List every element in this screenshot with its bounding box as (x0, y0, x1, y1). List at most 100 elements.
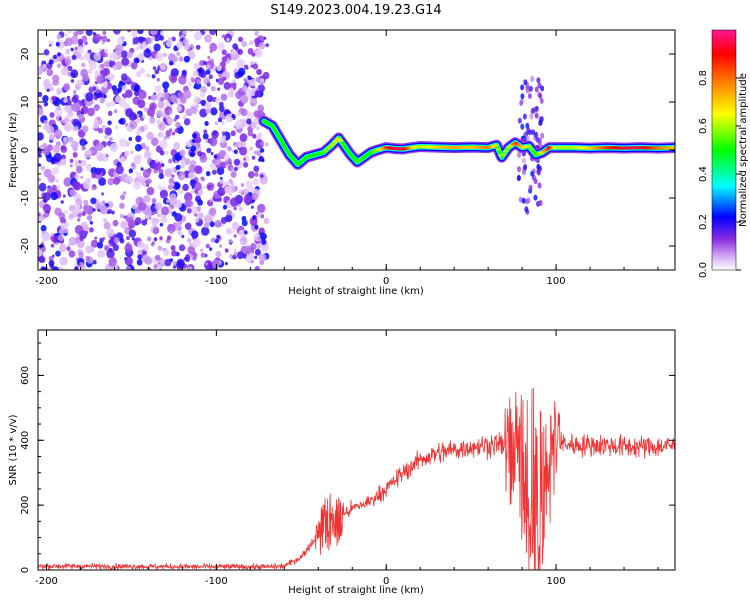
spectrogram-noise-blob (70, 35, 79, 45)
snr-y-tick-label: 0 (20, 567, 31, 573)
spectrogram-noise-blob (108, 257, 118, 267)
spectrogram-noise-blob (245, 180, 253, 189)
spectrogram-noise-blob (230, 51, 239, 61)
spectrogram-noise-blob (79, 261, 84, 268)
spectrogram-noise-blob (171, 250, 178, 257)
spectrogram-noise-blob (163, 88, 168, 93)
spectrogram-noise-blob (38, 91, 43, 97)
spectrogram-noise-blob (261, 158, 265, 163)
spectrogram-noise-blob (84, 41, 88, 46)
spectrogram-noise-blob (257, 203, 266, 213)
spectrogram-spread-blob (517, 166, 521, 173)
spectrogram-noise-blob (111, 210, 115, 215)
spectrogram-noise-blob (192, 133, 198, 139)
spectrogram-noise-blob (149, 116, 156, 124)
spectrogram-noise-blob (217, 117, 223, 123)
spectrogram-noise-blob (210, 152, 214, 156)
spectrogram-noise-blob (127, 212, 132, 218)
spectrogram-noise-blob (73, 31, 79, 37)
spectrogram-noise-blob (156, 119, 162, 125)
spectrogram-noise-blob (243, 161, 249, 168)
spectrogram-noise-blob (94, 106, 99, 112)
spectrogram-noise-blob (249, 97, 258, 107)
spectrogram-noise-blob (153, 264, 158, 270)
spectrogram-noise-blob (66, 95, 71, 100)
spectrogram-noise-blob (75, 233, 80, 238)
spectrogram-noise-blob (85, 255, 91, 262)
spectrogram-noise-blob (183, 89, 192, 99)
spectrogram-noise-blob (103, 61, 110, 68)
spectrogram-noise-blob (58, 117, 62, 121)
spectrogram-noise-blob (178, 56, 184, 62)
spectrogram-noise-blob (50, 87, 54, 92)
spectrogram-noise-blob (70, 79, 75, 83)
spectrogram-noise-blob (57, 52, 61, 57)
spectrogram-x-tick-label: 0 (383, 276, 389, 287)
spectrogram-noise-blob (259, 148, 265, 153)
spectrogram-noise-blob (178, 75, 187, 85)
spectrogram-noise-blob (239, 189, 243, 193)
spectrogram-noise-blob (64, 210, 68, 215)
spectrogram-noise-blob (121, 73, 128, 81)
spectrogram-noise-blob (205, 171, 211, 177)
spectrogram-noise-blob (207, 55, 211, 60)
spectrogram-noise-blob (112, 219, 119, 227)
spectrogram-spread-blob (522, 113, 527, 120)
spectrogram-noise-blob (194, 217, 200, 223)
spectrogram-noise-blob (176, 258, 185, 269)
spectrogram-noise-blob (204, 34, 212, 43)
spectrogram-noise-blob (122, 93, 126, 98)
spectrogram-noise-blob (140, 167, 144, 171)
spectrogram-noise-blob (95, 142, 104, 152)
spectrogram-spread-blob (540, 85, 545, 92)
spectrogram-noise-blob (120, 156, 126, 163)
spectrogram-noise-blob (80, 159, 87, 167)
spectrogram-noise-blob (161, 206, 169, 216)
spectrogram-x-tick-label: 100 (547, 276, 566, 287)
spectrogram-noise-blob (151, 36, 156, 41)
spectrogram-noise-blob (250, 121, 257, 129)
spectrogram-noise-blob (256, 150, 262, 157)
spectrogram-noise-blob (168, 177, 175, 184)
spectrogram-noise-blob (85, 230, 89, 235)
colorbar-tick-label: 0.0 (698, 262, 709, 278)
spectrogram-noise-blob (101, 35, 108, 43)
spectrogram-noise-blob (90, 197, 97, 205)
spectrogram-noise-blob (265, 43, 270, 47)
spectrogram-noise-blob (184, 199, 192, 207)
spectrogram-noise-blob (190, 206, 198, 215)
spectrogram-noise-blob (188, 81, 193, 87)
spectrogram-noise-blob (95, 89, 100, 94)
spectrogram-ridge-peak (493, 143, 499, 147)
spectrogram-noise-blob (245, 245, 251, 252)
spectrogram-noise-blob (206, 147, 212, 154)
spectrogram-noise-blob (196, 79, 201, 85)
spectrogram-noise-blob (53, 54, 57, 60)
spectrogram-noise-blob (189, 151, 195, 157)
spectrogram-noise-blob (198, 189, 202, 194)
spectrogram-noise-blob (71, 96, 78, 103)
spectrogram-noise-blob (230, 171, 237, 178)
spectrogram-noise-blob (72, 118, 80, 127)
spectrogram-noise-blob (64, 58, 72, 66)
spectrogram-noise-blob (131, 237, 135, 241)
spectrogram-noise-blob (151, 211, 155, 215)
spectrogram-y-tick-label: -10 (20, 190, 31, 206)
spectrogram-noise-blob (168, 158, 173, 164)
spectrogram-noise-blob (230, 197, 239, 207)
spectrogram-spread-blob (529, 113, 534, 120)
spectrogram-noise-blob (207, 184, 212, 190)
spectrogram-noise-blob (97, 249, 105, 258)
colorbar-tick-label: 0.8 (698, 70, 709, 86)
spectrogram-noise-blob (97, 241, 103, 249)
spectrogram-noise-blob (170, 245, 176, 251)
spectrogram-noise-blob (238, 36, 243, 42)
spectrogram-noise-blob (56, 185, 61, 189)
spectrogram-noise-blob (211, 259, 220, 269)
spectrogram-noise-blob (104, 48, 109, 54)
spectrogram-noise-blob (72, 152, 78, 158)
spectrogram-noise-blob (203, 222, 209, 229)
spectrogram-noise-blob (209, 221, 215, 228)
spectrogram-noise-blob (250, 61, 254, 66)
